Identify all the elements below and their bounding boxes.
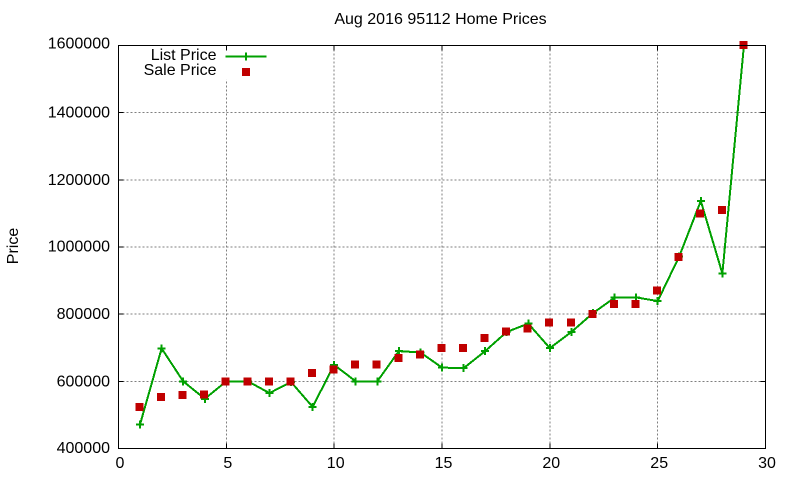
svg-text:Aug 2016 95112 Home Prices: Aug 2016 95112 Home Prices [334,11,546,28]
svg-text:Sale Price: Sale Price [144,62,217,79]
svg-text:15: 15 [435,455,453,472]
svg-text:Price: Price [5,228,22,265]
svg-text:1400000: 1400000 [48,105,110,122]
svg-text:1600000: 1600000 [48,35,110,52]
svg-text:List Price: List Price [151,47,217,64]
svg-text:0: 0 [116,455,125,472]
svg-text:400000: 400000 [57,440,110,457]
svg-text:30: 30 [758,455,776,472]
svg-text:20: 20 [542,455,560,472]
svg-text:25: 25 [650,455,668,472]
svg-text:5: 5 [223,455,232,472]
svg-text:1000000: 1000000 [48,239,110,256]
svg-text:1200000: 1200000 [48,172,110,189]
svg-text:800000: 800000 [57,306,110,323]
svg-text:10: 10 [327,455,345,472]
svg-text:600000: 600000 [57,373,110,390]
